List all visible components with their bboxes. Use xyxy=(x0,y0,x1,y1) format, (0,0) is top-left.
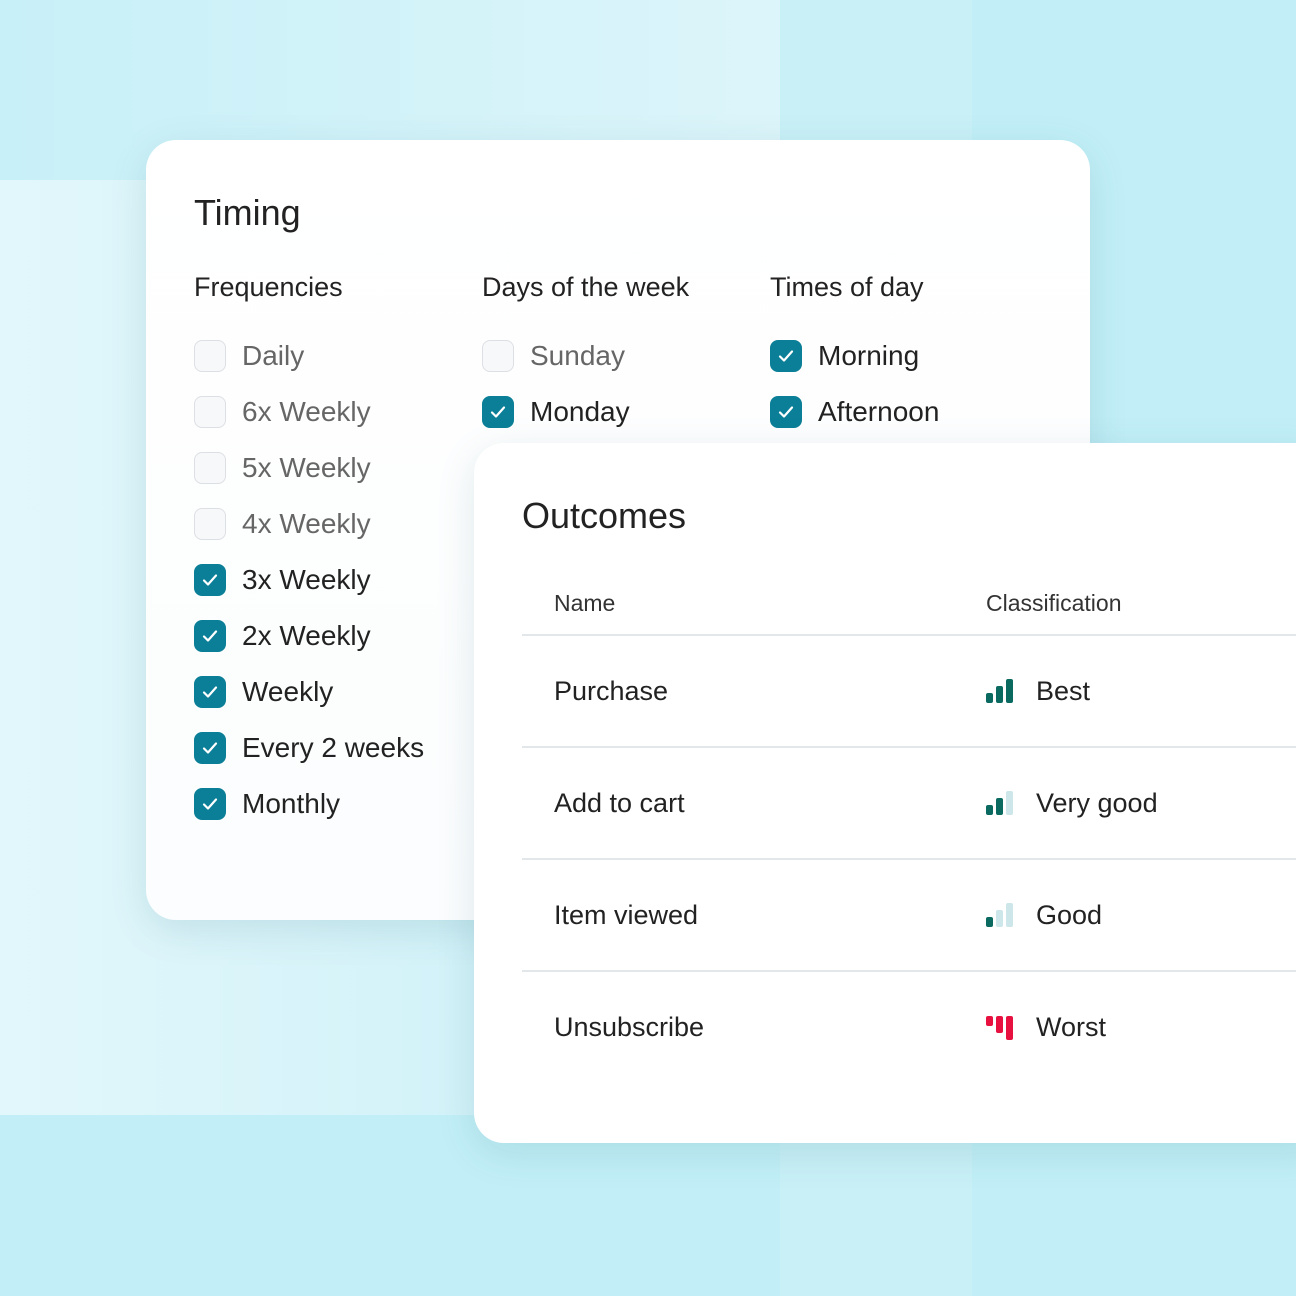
table-row[interactable]: Purchase Best xyxy=(522,635,1296,748)
checkbox-option[interactable]: 3x Weekly xyxy=(194,552,424,608)
checkbox[interactable] xyxy=(194,508,226,540)
checkbox[interactable] xyxy=(194,676,226,708)
checkbox-label: Morning xyxy=(818,340,920,371)
checkbox[interactable] xyxy=(194,452,226,484)
checkbox-label: 2x Weekly xyxy=(242,620,371,651)
table-row[interactable]: Add to cart Very good xyxy=(522,747,1296,860)
checkbox-option[interactable]: Morning xyxy=(770,328,939,384)
checkbox-label: Every 2 weeks xyxy=(242,732,425,763)
checkmark-icon xyxy=(202,798,218,810)
column-heading: Times of day xyxy=(770,272,924,302)
column-header-classification: Classification xyxy=(954,573,1296,636)
timing-title: Timing xyxy=(194,192,301,233)
checkbox-label: Daily xyxy=(242,340,305,371)
classification-label: Best xyxy=(1036,675,1091,706)
checkbox-label: Afternoon xyxy=(818,396,940,427)
checkmark-icon xyxy=(202,630,218,642)
checkmark-icon xyxy=(202,574,218,586)
column-days-of-the-week: Days of the week Sunday Monday xyxy=(482,272,689,440)
classification-label: Very good xyxy=(1036,787,1158,818)
checkbox-option[interactable]: 6x Weekly xyxy=(194,384,424,440)
column-heading: Frequencies xyxy=(194,272,343,302)
outcome-name: Item viewed xyxy=(522,859,954,972)
table-row[interactable]: Unsubscribe Worst xyxy=(522,971,1296,1083)
checkbox-option[interactable]: Weekly xyxy=(194,664,424,720)
classification-label: Good xyxy=(1036,899,1103,930)
outcomes-table: Name Classification Purchase Best Add to … xyxy=(522,573,1296,1083)
checkbox-option[interactable]: Monday xyxy=(482,384,689,440)
checkbox[interactable] xyxy=(194,732,226,764)
checkbox-label: Monthly xyxy=(242,788,341,819)
checkbox[interactable] xyxy=(482,340,514,372)
checkmark-icon xyxy=(778,406,794,418)
checkbox-label: 6x Weekly xyxy=(242,396,371,427)
column-frequencies: Frequencies Daily 6x Weekly 5x Weekly 4x… xyxy=(194,272,424,832)
checkbox[interactable] xyxy=(194,564,226,596)
checkmark-icon xyxy=(202,686,218,698)
checkmark-icon xyxy=(202,742,218,754)
checkmark-icon xyxy=(490,406,506,418)
checkbox-label: Monday xyxy=(530,396,630,427)
checkbox-option[interactable]: 5x Weekly xyxy=(194,440,424,496)
signal-worst-icon xyxy=(986,1015,1016,1040)
checkbox-label: 5x Weekly xyxy=(242,452,371,483)
column-heading: Days of the week xyxy=(482,272,690,302)
checkbox-option[interactable]: Sunday xyxy=(482,328,689,384)
signal-good-icon xyxy=(986,903,1016,927)
outcomes-card: Outcomes Name Classification Purchase Be… xyxy=(474,443,1296,1143)
checkbox-option[interactable]: Afternoon xyxy=(770,384,939,440)
checkbox-option[interactable]: Monthly xyxy=(194,776,424,832)
outcomes-title: Outcomes xyxy=(522,495,687,536)
checkmark-icon xyxy=(778,350,794,362)
column-times-of-day: Times of day Morning Afternoon xyxy=(770,272,939,440)
signal-very-good-icon xyxy=(986,791,1016,815)
checkbox[interactable] xyxy=(770,340,802,372)
checkbox[interactable] xyxy=(194,788,226,820)
checkbox[interactable] xyxy=(194,340,226,372)
checkbox-option[interactable]: 2x Weekly xyxy=(194,608,424,664)
checkbox[interactable] xyxy=(194,396,226,428)
column-header-name: Name xyxy=(522,573,954,636)
checkbox-option[interactable]: Daily xyxy=(194,328,424,384)
checkbox-label: 4x Weekly xyxy=(242,508,371,539)
checkbox[interactable] xyxy=(482,396,514,428)
outcome-name: Unsubscribe xyxy=(554,1012,705,1042)
classification-label: Worst xyxy=(1036,1012,1107,1042)
outcome-name: Add to cart xyxy=(522,747,954,860)
checkbox-label: Sunday xyxy=(530,340,625,371)
outcome-name: Purchase xyxy=(522,635,954,748)
checkbox[interactable] xyxy=(770,396,802,428)
signal-best-icon xyxy=(986,679,1016,703)
checkbox-option[interactable]: Every 2 weeks xyxy=(194,720,424,776)
checkbox-label: 3x Weekly xyxy=(242,564,371,595)
checkbox-option[interactable]: 4x Weekly xyxy=(194,496,424,552)
table-row[interactable]: Item viewed Good xyxy=(522,859,1296,972)
checkbox-label: Weekly xyxy=(242,676,334,707)
checkbox[interactable] xyxy=(194,620,226,652)
